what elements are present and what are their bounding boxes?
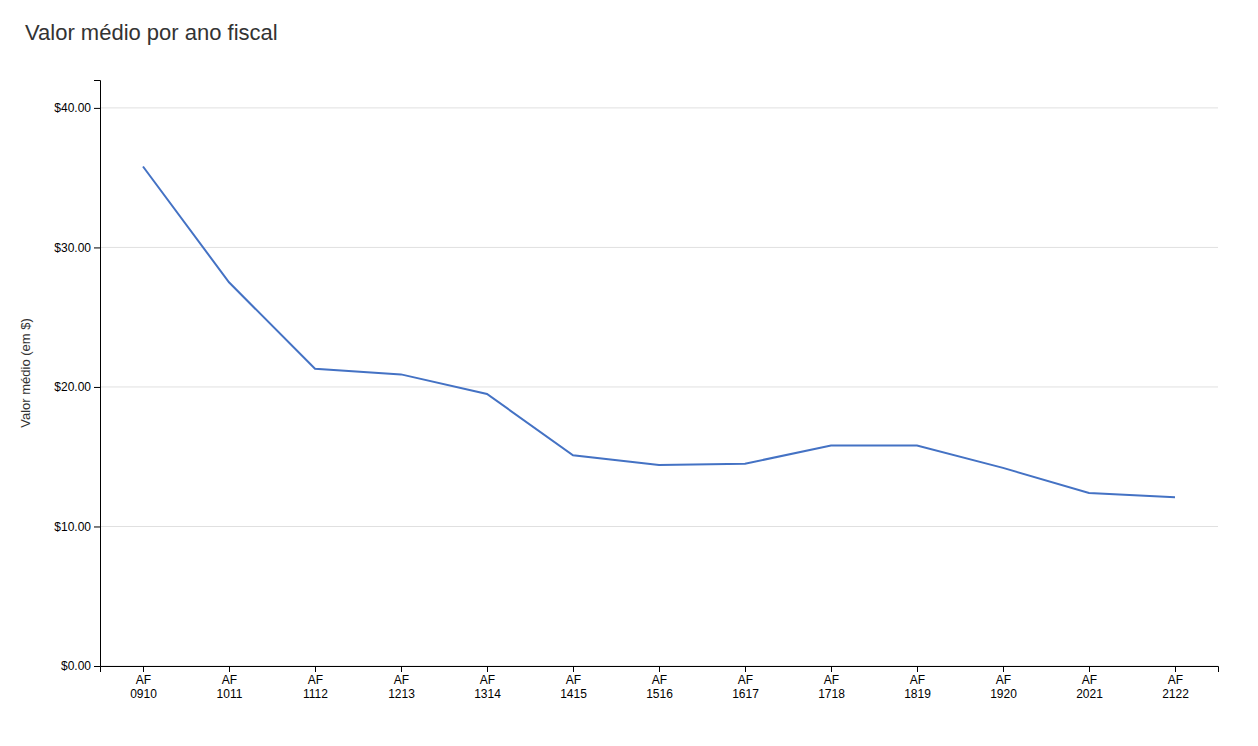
x-axis: AF0910AF1011AF1112AF1213AF1314AF1415AF15… <box>101 666 1219 701</box>
marks <box>143 167 1175 498</box>
x-tick-label-line: 1415 <box>560 687 587 701</box>
x-tick-label: AF1011 <box>217 673 243 701</box>
y-tick-mark <box>94 666 100 667</box>
x-tick-label-line: AF <box>1168 673 1183 687</box>
grid-line <box>100 526 1218 527</box>
y-tick: $40.00 <box>54 101 100 115</box>
x-tick-label: AF1112 <box>303 673 328 701</box>
x-tick-label-line: AF <box>480 673 495 687</box>
y-tick: $30.00 <box>54 241 100 255</box>
x-tick-label-line: AF <box>910 673 925 687</box>
x-tick-label: AF1819 <box>904 673 931 701</box>
x-tick-mark <box>659 666 660 672</box>
y-axis-title: Valor médio (em $) <box>18 318 33 428</box>
grid-line <box>100 386 1218 387</box>
x-tick: AF1112 <box>303 666 328 701</box>
x-tick-label-line: 1112 <box>303 687 328 701</box>
x-tick-label-line: AF <box>394 673 409 687</box>
x-tick-label: AF1415 <box>560 673 587 701</box>
y-tick-mark <box>94 526 100 527</box>
x-tick-label-line: 1213 <box>388 687 415 701</box>
x-tick-mark <box>745 666 746 672</box>
x-tick-mark <box>315 666 316 672</box>
y-tick-label: $30.00 <box>54 241 91 255</box>
y-tick-mark <box>94 387 100 388</box>
x-tick-label-line: 1617 <box>732 687 759 701</box>
x-tick-label: AF1718 <box>818 673 845 701</box>
x-tick: AF1213 <box>388 666 415 701</box>
x-tick: AF1617 <box>732 666 759 701</box>
x-tick-label-line: AF <box>738 673 753 687</box>
x-tick-label: AF0910 <box>130 673 157 701</box>
x-tick-label-line: 1819 <box>904 687 931 701</box>
grid-line <box>100 107 1218 108</box>
x-tick-label-line: 1314 <box>474 687 501 701</box>
x-tick: AF1819 <box>904 666 931 701</box>
line <box>143 167 1175 498</box>
x-tick-mark <box>831 666 832 672</box>
y-axis: $0.00 $10.00 $20.00 $30.00 $40.00 <box>54 81 100 674</box>
x-tick-mark <box>401 666 402 672</box>
x-tick-mark <box>1089 666 1090 672</box>
chart: $0.00$10.00$20.00$30.00$40.00AF0910AF101… <box>0 0 1258 746</box>
title: Valor médio por ano fiscal <box>25 20 278 45</box>
y-tick-label: $20.00 <box>54 380 91 394</box>
x-tick-label: AF1213 <box>388 673 415 701</box>
x-tick-label-line: AF <box>308 673 323 687</box>
y-tick-label: $10.00 <box>54 520 91 534</box>
x-tick-label: AF1617 <box>732 673 759 701</box>
x-tick-mark <box>1175 666 1176 672</box>
x-tick-label-line: 1718 <box>818 687 845 701</box>
x-tick-mark <box>1003 666 1004 672</box>
grid <box>100 108 1218 666</box>
grid-line <box>100 247 1218 248</box>
x-tick: AF1920 <box>990 666 1017 701</box>
x-tick-mark <box>143 666 144 672</box>
y-tick: $0.00 <box>61 659 100 673</box>
x-tick-label: AF2122 <box>1162 673 1189 701</box>
x-tick-label-line: AF <box>1082 673 1097 687</box>
y-tick: $20.00 <box>54 380 100 394</box>
x-tick-mark <box>229 666 230 672</box>
x-tick: AF1314 <box>474 666 501 701</box>
y-tick: $10.00 <box>54 520 100 534</box>
x-tick-label: AF1920 <box>990 673 1017 701</box>
x-tick-label-line: 1920 <box>990 687 1017 701</box>
x-tick-mark <box>487 666 488 672</box>
x-tick-label: AF2021 <box>1076 673 1103 701</box>
y-tick-mark <box>94 247 100 248</box>
x-tick-label-line: AF <box>652 673 667 687</box>
y-tick-label: $40.00 <box>54 101 91 115</box>
x-tick-label-line: 2122 <box>1162 687 1189 701</box>
x-tick-label-line: AF <box>136 673 151 687</box>
x-tick-mark <box>573 666 574 672</box>
x-tick: AF1415 <box>560 666 587 701</box>
x-tick: AF0910 <box>130 666 157 701</box>
y-axis-line <box>94 81 101 667</box>
x-axis-line <box>101 667 1219 673</box>
x-tick-label-line: AF <box>824 673 839 687</box>
x-tick-label-line: AF <box>222 673 237 687</box>
y-tick-mark <box>94 108 100 109</box>
x-tick-label-line: 2021 <box>1076 687 1103 701</box>
plot: $0.00$10.00$20.00$30.00$40.00AF0910AF101… <box>54 81 1218 701</box>
x-tick: AF1516 <box>646 666 673 701</box>
x-tick: AF2122 <box>1162 666 1189 701</box>
x-tick-mark <box>917 666 918 672</box>
y-tick-label: $0.00 <box>61 659 91 673</box>
x-tick-label-line: 1011 <box>217 687 243 701</box>
x-tick: AF1718 <box>818 666 845 701</box>
x-tick: AF1011 <box>217 666 243 701</box>
x-tick: AF2021 <box>1076 666 1103 701</box>
x-tick-label-line: AF <box>566 673 581 687</box>
x-tick-label-line: AF <box>996 673 1011 687</box>
x-tick-label: AF1516 <box>646 673 673 701</box>
x-tick-label-line: 1516 <box>646 687 673 701</box>
x-tick-label-line: 0910 <box>130 687 157 701</box>
x-tick-label: AF1314 <box>474 673 501 701</box>
